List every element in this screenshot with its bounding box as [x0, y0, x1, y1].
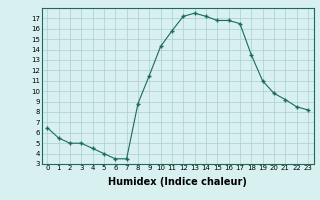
X-axis label: Humidex (Indice chaleur): Humidex (Indice chaleur) [108, 177, 247, 187]
